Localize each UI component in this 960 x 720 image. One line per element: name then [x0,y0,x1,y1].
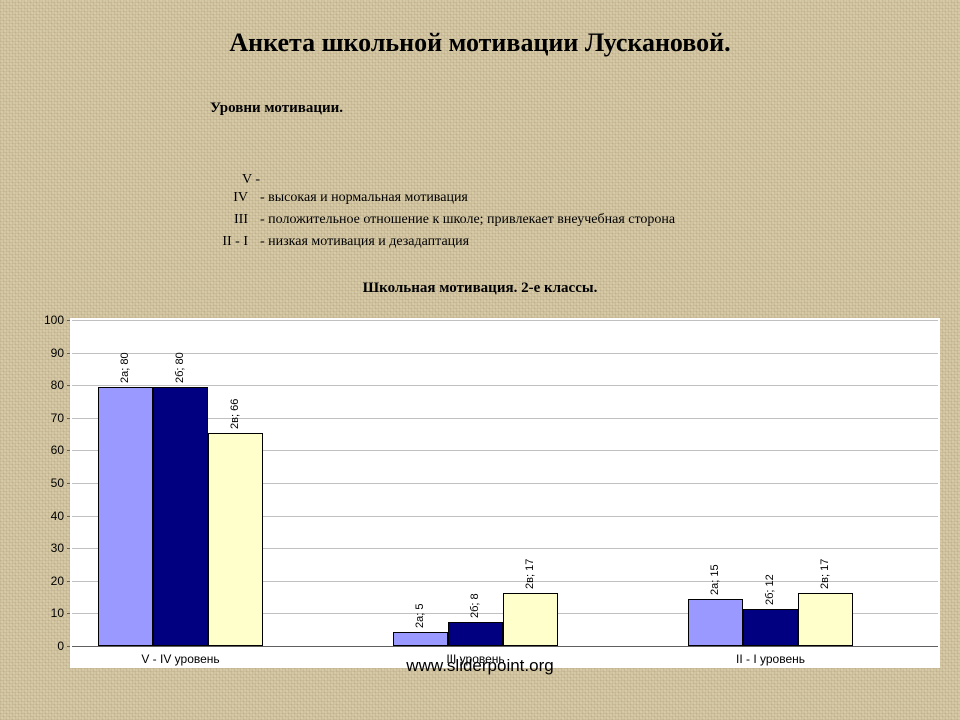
legend-key: IV [200,190,260,206]
legend-row: IV - высокая и нормальная мотивация [200,190,675,206]
ytick-label: 10 [28,606,64,620]
page-title: Анкета школьной мотивации Лускановой. [0,28,960,58]
bar [393,632,448,646]
gridline [72,353,938,354]
ytick-label: 30 [28,541,64,555]
ytick-mark [67,581,70,582]
ytick-mark [67,516,70,517]
bar-value-label: 2б; 80 [174,352,186,383]
ytick-mark [67,450,70,451]
motivation-levels-legend: V - IV - высокая и нормальная мотивация … [200,172,675,256]
ytick-mark [67,613,70,614]
ytick-label: 40 [28,509,64,523]
ytick-label: 80 [28,378,64,392]
ytick-mark [67,320,70,321]
legend-row: III - положительное отношение к школе; п… [200,212,675,228]
legend-row: II - I - низкая мотивация и дезадаптация [200,234,675,250]
ytick-mark [67,483,70,484]
ytick-mark [67,646,70,647]
bar [208,433,263,646]
bar-value-label: 2в; 17 [524,558,536,588]
ytick-label: 90 [28,346,64,360]
bar [153,387,208,646]
ytick-label: 60 [28,443,64,457]
bar [798,593,853,646]
ytick-mark [67,418,70,419]
bar [688,599,743,646]
legend-text: - положительное отношение к школе; привл… [260,212,675,228]
plot-area: 2а; 802б; 802в; 66V - IV уровень2а; 52б;… [70,318,940,648]
subtitle: Уровни мотивации. [210,100,343,117]
bar [503,593,558,646]
legend-key: II - I [200,234,260,250]
slide-content: Анкета школьной мотивации Лускановой. Ур… [0,0,960,720]
watermark: www.sliderpoint.org [0,656,960,676]
bar-value-label: 2а; 80 [119,353,131,384]
ytick-mark [67,548,70,549]
ytick-mark [67,353,70,354]
bar-value-label: 2в; 66 [229,399,241,429]
ytick-label: 20 [28,574,64,588]
bar [448,622,503,646]
chart-title: Школьная мотивация. 2-е классы. [0,280,960,297]
gridline [72,385,938,386]
bar-value-label: 2а; 5 [414,603,426,627]
bar [98,387,153,646]
bar-value-label: 2б; 8 [469,593,481,618]
legend-top: V - [200,172,260,188]
ytick-label: 100 [28,313,64,327]
gridline [72,646,938,647]
legend-text: - высокая и нормальная мотивация [260,190,468,206]
bar [743,609,798,646]
ytick-label: 0 [28,639,64,653]
bar-value-label: 2б; 12 [764,574,776,605]
legend-key: III [200,212,260,228]
bar-chart: 2а; 802б; 802в; 66V - IV уровень2а; 52б;… [70,318,940,668]
legend-text: - низкая мотивация и дезадаптация [260,234,469,250]
gridline [72,320,938,321]
ytick-label: 50 [28,476,64,490]
ytick-label: 70 [28,411,64,425]
bar-value-label: 2в; 17 [819,558,831,588]
ytick-mark [67,385,70,386]
bar-value-label: 2а; 15 [709,565,721,596]
